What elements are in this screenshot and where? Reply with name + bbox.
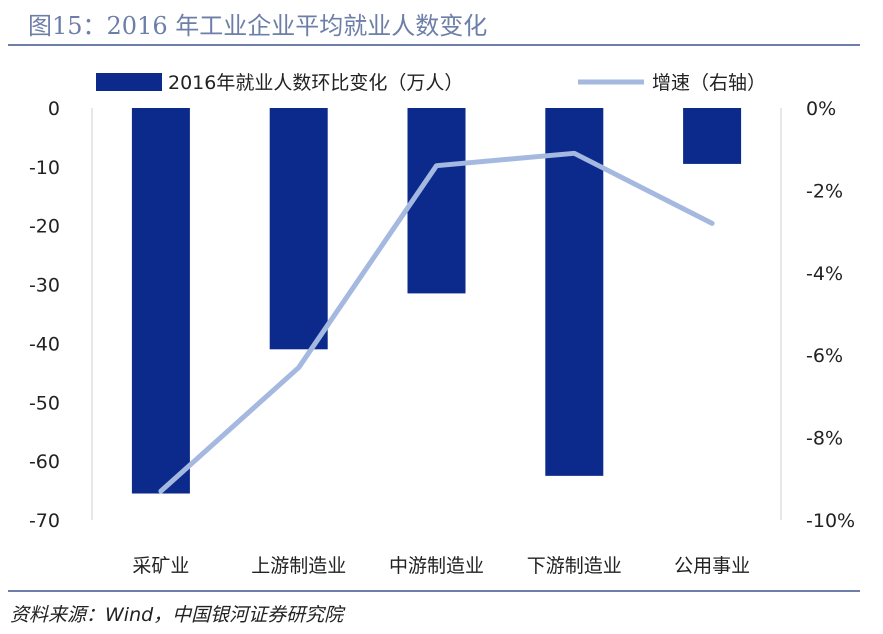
right-tick-label: -8% <box>806 428 843 450</box>
left-tick-label: -60 <box>29 451 60 473</box>
bar-4 <box>683 108 742 164</box>
bar-0 <box>131 108 190 494</box>
category-label: 采矿业 <box>132 555 189 577</box>
left-tick-label: -20 <box>29 216 60 238</box>
bar-2 <box>407 108 466 294</box>
category-label: 上游制造业 <box>251 555 346 577</box>
plot-area: 0 -10 -20 -30 -40 -50 -60 -70 0% -2% -4% -6% -8% -10%… <box>29 98 855 577</box>
right-tick-label: -4% <box>806 263 843 285</box>
left-tick-label: -40 <box>29 333 60 355</box>
right-tick-label: -6% <box>806 345 843 367</box>
top-divider <box>8 44 860 46</box>
category-label: 中游制造业 <box>389 555 484 577</box>
left-tick-label: -30 <box>29 275 60 297</box>
legend-line-label: 增速（右轴） <box>652 72 766 94</box>
legend: 2016年就业人数环比变化（万人） 增速（右轴） <box>96 72 766 94</box>
bar-1 <box>269 108 328 350</box>
source-note: 资料来源：Wind，中国银河证券研究院 <box>10 604 344 626</box>
category-label: 下游制造业 <box>527 555 622 577</box>
left-tick-label: 0 <box>48 98 60 120</box>
bottom-divider <box>8 590 860 592</box>
left-tick-label: -70 <box>29 510 60 532</box>
left-tick-label: -50 <box>29 392 60 414</box>
left-tick-label: -10 <box>29 157 60 179</box>
legend-bar-swatch <box>96 73 162 91</box>
right-tick-label: -10% <box>806 510 855 532</box>
right-tick-label: -2% <box>806 180 843 202</box>
legend-bar-label: 2016年就业人数环比变化（万人） <box>168 72 463 94</box>
category-label: 公用事业 <box>674 555 750 577</box>
bar-3 <box>545 108 604 476</box>
figure-title: 图15：2016 年工业企业平均就业人数变化 <box>28 12 488 40</box>
right-tick-label: 0% <box>806 98 836 120</box>
